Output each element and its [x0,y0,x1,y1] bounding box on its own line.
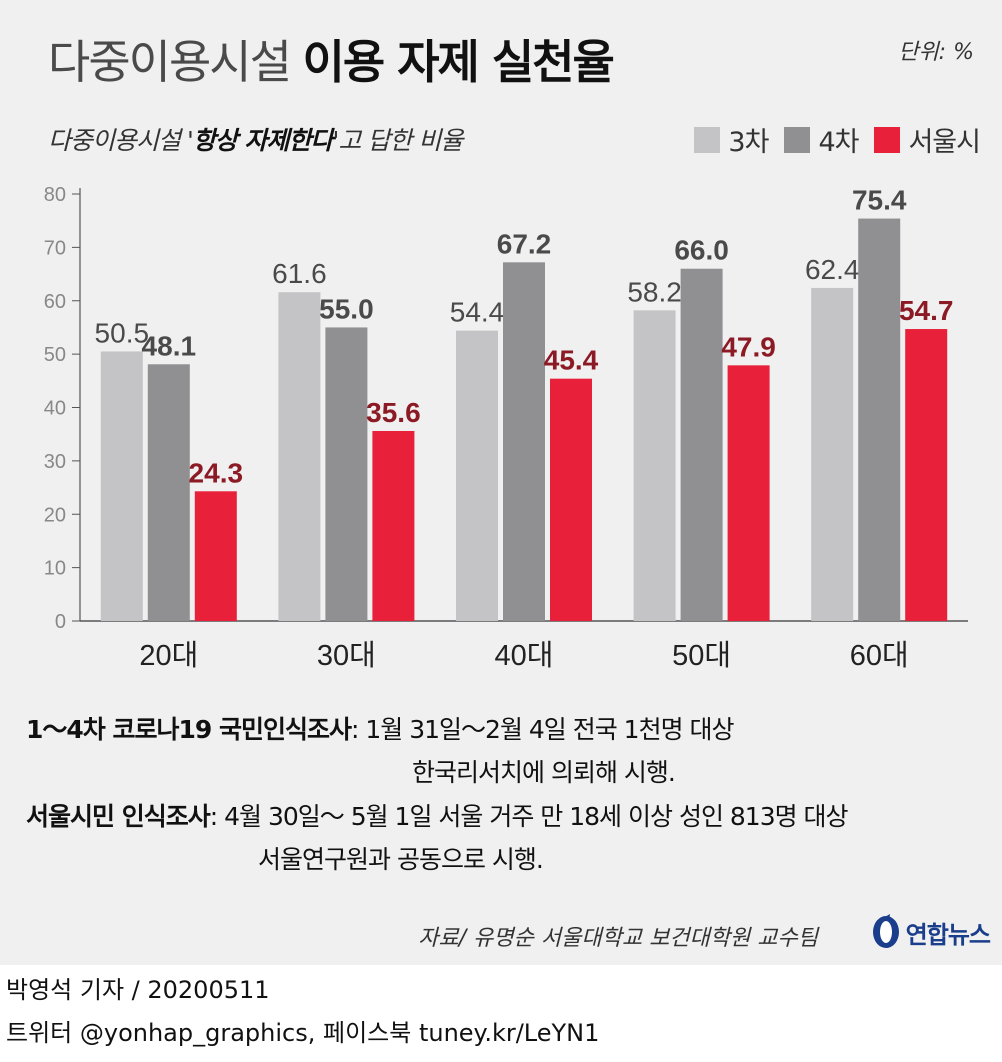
note-national-key: 1～4차 코로나19 국민인식조사 [26,715,352,744]
note-national-text: : 1월 31일～2월 4일 전국 1천명 대상 [351,715,735,744]
value-label: 48.1 [142,330,197,361]
chart-subtitle: 다중이용시설 '항상 자제한다'고 답한 비율 [48,121,464,157]
bar-3차-30대 [278,292,321,621]
legend-item-3: 3차 [694,120,769,159]
title-light: 다중이용시설 [48,35,292,89]
bar-3차-40대 [456,330,498,621]
legend-swatch-4 [784,126,811,153]
legend-swatch-seoul [874,126,901,153]
note-seoul-survey: 서울시민 인식조사: 4월 30일～ 5월 1일 서울 거주 만 18세 이상 … [26,797,849,833]
brand-logo: 연합뉴스 [870,912,991,952]
y-tick-label: 80 [44,184,66,206]
note-seoul-cont: 서울연구원과 공동으로 시행. [258,845,544,874]
legend-swatch-3 [694,126,721,153]
bar-3차-50대 [633,310,676,621]
bar-서울시-50대 [727,365,770,621]
bar-4차-30대 [325,327,368,621]
value-label: 54.4 [450,297,505,328]
value-label: 61.6 [272,258,327,289]
value-label: 45.4 [544,345,599,376]
y-tick-label: 20 [44,504,66,526]
bar-4차-20대 [147,364,190,621]
y-tick-label: 70 [44,237,66,259]
subtitle-prefix: 다중이용시설 ' [48,126,194,155]
value-label: 50.5 [95,317,150,348]
x-category-label: 50대 [672,639,731,672]
bar-3차-60대 [811,287,854,621]
value-label: 55.0 [319,293,374,324]
y-tick-label: 10 [44,558,66,580]
value-label: 35.6 [366,397,421,428]
legend-label-4: 4차 [818,127,859,158]
brand-name: 연합뉴스 [905,920,991,949]
bar-4차-50대 [680,268,723,621]
byline: 박영석 기자 / 20200511 [6,976,270,1004]
value-label: 67.2 [497,228,552,259]
chart-title: 다중이용시설 이용 자제 실천율 [48,26,615,92]
legend: 3차 4차 서울시 [678,120,981,159]
value-label: 75.4 [852,185,907,216]
value-label: 66.0 [674,235,729,266]
value-label: 62.4 [805,254,860,285]
value-label: 24.3 [189,457,244,488]
legend-label-seoul: 서울시 [908,127,981,158]
bar-chart: 0 10 20 30 40 50 60 70 80 50.548.1 24.3 20대 61.6 55.0… [44,184,968,672]
bar-서울시-40대 [550,378,592,621]
y-tick-label: 60 [44,291,66,313]
unit-label: 단위: % [898,40,974,65]
note-national-survey: 1～4차 코로나19 국민인식조사: 1월 31일～2월 4일 전국 1천명 대… [26,710,735,746]
subtitle-emphasis: 항상 자제한다 [192,126,334,155]
legend-item-4: 4차 [784,120,859,159]
bar-4차-60대 [858,218,901,622]
y-tick-label: 40 [44,398,66,420]
note-seoul-text: : 4월 30일～ 5월 1일 서울 거주 만 18세 이상 성인 813명 대… [209,802,849,831]
x-category-label: 40대 [495,639,554,672]
social-footer: 트위터 @yonhap_graphics, 페이스북 tuney.kr/LeYN… [6,1019,600,1047]
bar-3차-20대 [100,351,143,621]
chart-panel: 다중이용시설 이용 자제 실천율 단위: % 다중이용시설 '항상 자제한다'고… [0,0,1002,965]
bar-서울시-30대 [372,430,415,621]
value-label: 54.7 [899,295,954,326]
legend-item-seoul: 서울시 [874,120,981,159]
note-seoul-key: 서울시민 인식조사 [26,802,211,831]
title-bold: 이용 자제 실천율 [302,35,615,89]
y-tick-label: 0 [55,611,66,633]
y-tick-label: 30 [44,451,66,473]
x-category-label: 20대 [139,639,198,672]
bar-4차-40대 [503,262,545,621]
value-label: 47.9 [721,331,776,362]
value-label: 58.2 [627,276,682,307]
yonhap-logo-icon [872,914,899,948]
bar-서울시-60대 [905,329,948,621]
bar-서울시-20대 [194,491,237,621]
x-category-label: 30대 [317,639,376,672]
y-tick-label: 50 [44,344,66,366]
note-national-cont: 한국리서치에 의뢰해 시행. [412,758,676,787]
subtitle-suffix: '고 답한 비율 [332,126,464,155]
x-category-label: 60대 [850,639,909,672]
legend-label-3: 3차 [728,127,769,158]
source-credit: 자료/ 유명순 서울대학교 보건대학원 교수팀 [418,926,818,951]
